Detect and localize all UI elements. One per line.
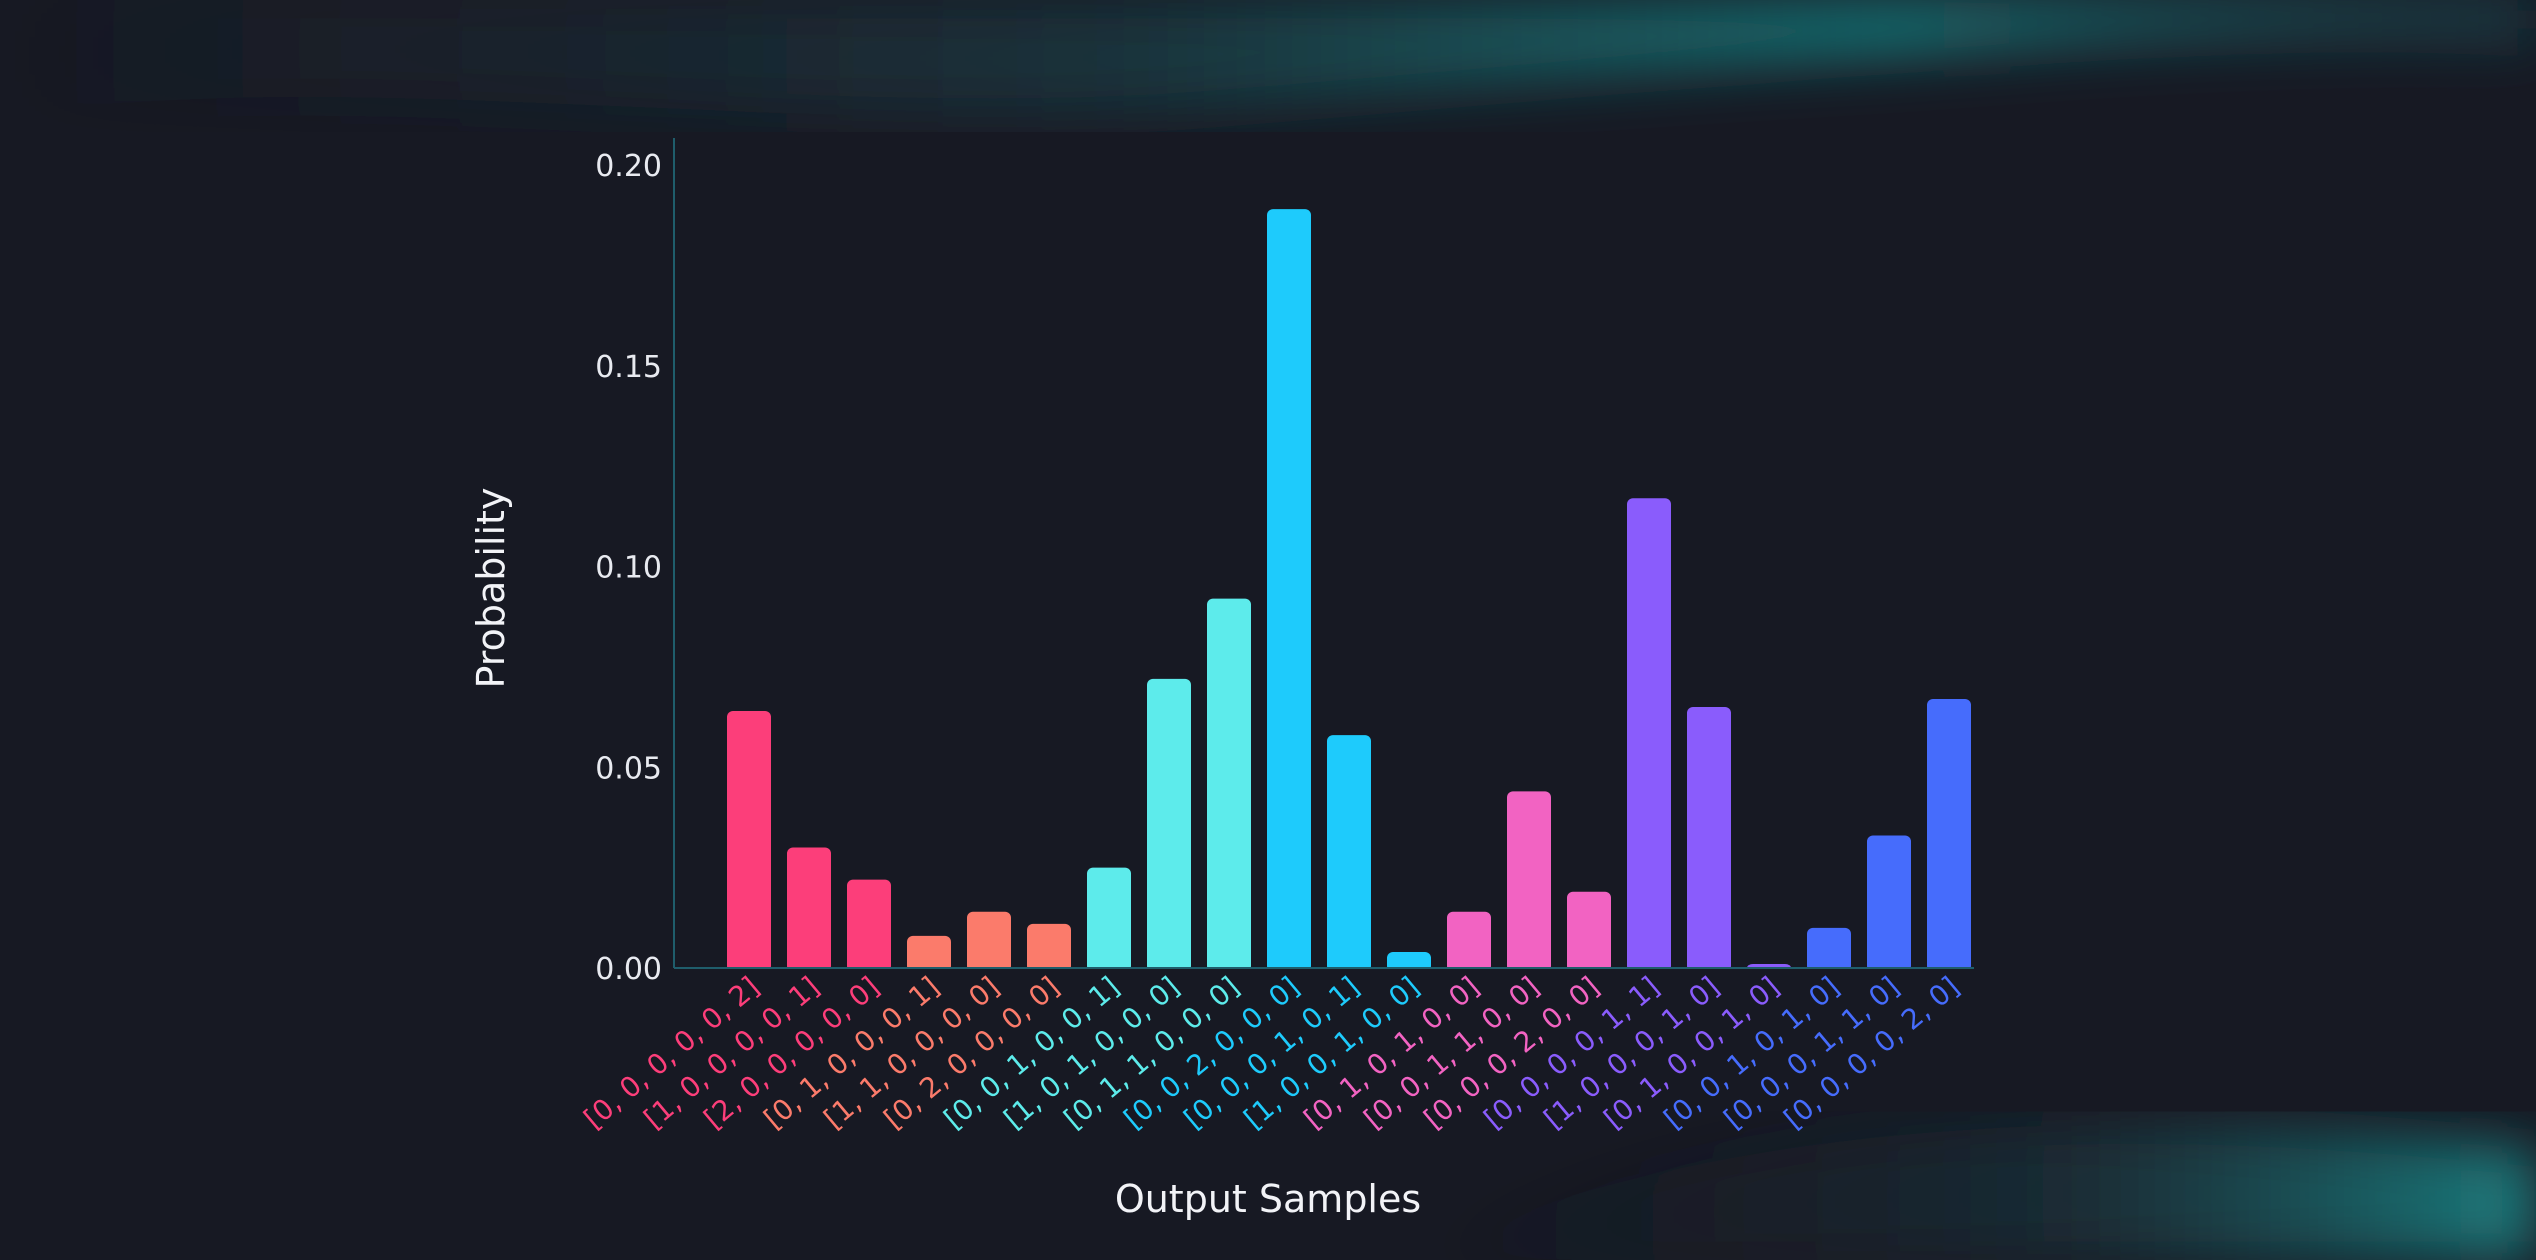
bar [1627,498,1671,972]
y-axis-title: Probability [469,488,513,689]
bar [1027,923,1071,972]
top-glow-wave [0,0,2536,120]
bar [1567,891,1611,972]
y-tick-label: 0.15 [595,350,662,385]
baseline-mask [675,969,1975,975]
bar [1507,791,1551,972]
bar [1327,735,1371,972]
bar [1867,835,1911,972]
bar [1207,598,1251,972]
y-tick-label: 0.00 [595,952,662,987]
bar [1387,951,1431,972]
y-tick-label: 0.20 [595,149,662,184]
bar [727,711,771,972]
bar [1807,927,1851,972]
bars [674,209,1975,975]
y-tick-label: 0.05 [595,751,662,786]
bar [1087,867,1131,972]
bar [1147,678,1191,972]
bar [847,879,891,972]
bar [1267,209,1311,973]
bottom-glow-wave [1400,1125,2536,1260]
bar [1927,698,1971,972]
y-tick-label: 0.10 [595,551,662,586]
bar [1687,707,1731,972]
bar [787,847,831,972]
bar [907,935,951,972]
x-tick-labels: [0, 0, 0, 0, 0, 2][1, 0, 0, 0, 0, 1][2, … [577,970,1965,1135]
bar [967,911,1011,972]
x-axis-title: Output Samples [1115,1177,1421,1221]
bar [1447,911,1491,972]
